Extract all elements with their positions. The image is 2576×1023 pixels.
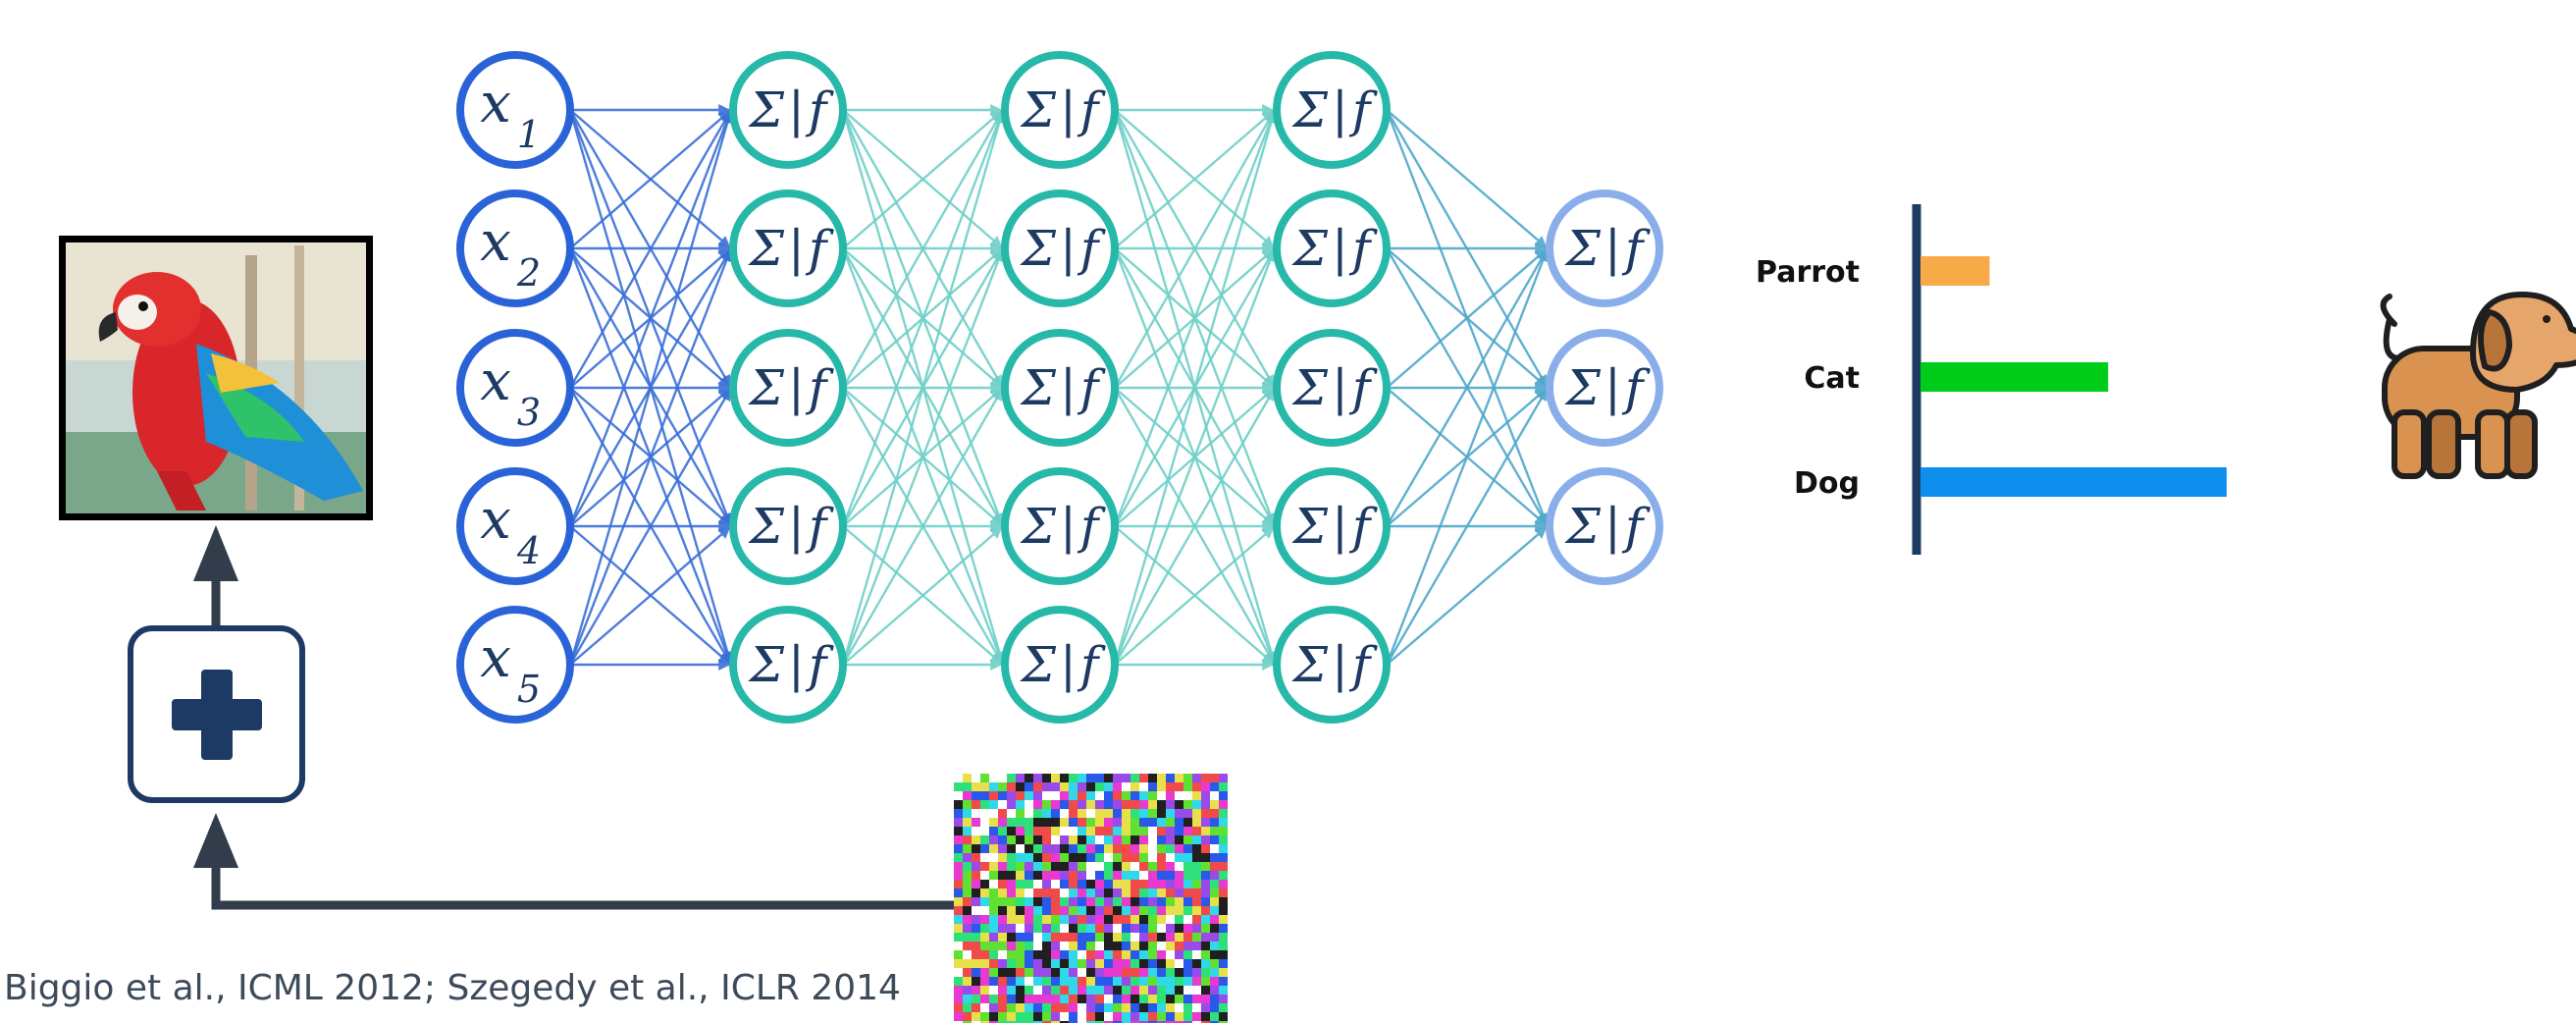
- network-edge: [569, 526, 731, 666]
- neuron-label: Σ|f: [1020, 359, 1106, 416]
- network-edge: [1385, 248, 1549, 527]
- output-node: Σ|f: [1546, 329, 1663, 447]
- neuron-label: Σ|f: [1020, 220, 1106, 277]
- hidden-node: Σ|f: [729, 467, 847, 585]
- network-edge: [841, 110, 1006, 666]
- input-node-variable: x: [480, 488, 511, 552]
- bar-label-dog: Dog: [1794, 466, 1860, 501]
- network-edge: [842, 526, 1003, 666]
- arrow-noise-to-plus: [193, 813, 954, 910]
- neuron-label: Σ|f: [1564, 498, 1651, 555]
- network-edge: [1113, 388, 1276, 666]
- output-node: Σ|f: [1546, 467, 1663, 585]
- plus-icon: [172, 670, 262, 760]
- hidden-node: Σ|f: [729, 189, 847, 307]
- input-node-subscript: 2: [516, 251, 541, 295]
- neuron-label: Σ|f: [1291, 220, 1378, 277]
- bar-parrot: [1920, 256, 1990, 286]
- input-node-subscript: 5: [517, 668, 541, 711]
- network-nodes: x 1x 2x 3x 4x 5Σ|fΣ|fΣ|fΣ|fΣ|fΣ|fΣ|fΣ|fΣ|fΣ|f…: [456, 51, 1663, 724]
- neuron-label: Σ|f: [1020, 636, 1106, 693]
- input-node-subscript: 1: [517, 113, 541, 156]
- input-node-subscript: 3: [517, 391, 541, 434]
- network-edge: [568, 110, 732, 527]
- input-node-variable: x: [480, 626, 511, 690]
- neuron-label: Σ|f: [1020, 498, 1106, 555]
- network-edge: [1113, 110, 1276, 389]
- prediction-chart: Parrot Cat Dog: [1756, 204, 2227, 555]
- output-node: Σ|f: [1546, 189, 1663, 307]
- neuron-label: Σ|f: [1020, 81, 1106, 138]
- adversarial-noise-image: [954, 774, 1228, 1023]
- network-edge: [1385, 388, 1549, 666]
- bar-label-parrot: Parrot: [1756, 255, 1860, 290]
- network-edge: [841, 110, 1005, 527]
- network-edge: [1386, 248, 1548, 389]
- network-edges: [568, 104, 1549, 671]
- network-edge: [1386, 526, 1548, 666]
- bar-label-cat: Cat: [1804, 361, 1860, 396]
- network-edge: [568, 388, 732, 666]
- network-edge: [1113, 110, 1277, 527]
- arrow-to-image: [193, 525, 238, 626]
- hidden-node: Σ|f: [1273, 467, 1391, 585]
- neuron-label: Σ|f: [1291, 636, 1378, 693]
- neuron-label: Σ|f: [748, 498, 834, 555]
- network-edge: [1113, 248, 1277, 666]
- network-edge: [1385, 248, 1549, 666]
- neuron-label: Σ|f: [748, 359, 834, 416]
- dog-icon: [2380, 292, 2576, 479]
- hidden-node: Σ|f: [1001, 51, 1119, 169]
- network-edge: [1113, 110, 1278, 666]
- input-node-subscript: 4: [516, 529, 541, 572]
- hidden-node: Σ|f: [1001, 329, 1119, 447]
- hidden-node: Σ|f: [1273, 606, 1391, 724]
- network-edge: [1114, 526, 1275, 666]
- hidden-node: Σ|f: [729, 51, 847, 169]
- bar-dog: [1920, 467, 2227, 497]
- input-node-variable: x: [480, 210, 511, 274]
- network-edge: [1386, 109, 1548, 248]
- network-edge: [1114, 110, 1275, 249]
- neuron-label: Σ|f: [1291, 359, 1378, 416]
- hidden-node: Σ|f: [1001, 606, 1119, 724]
- input-node-variable: x: [480, 72, 511, 135]
- neuron-label: Σ|f: [1291, 498, 1378, 555]
- bar-cat: [1920, 362, 2109, 392]
- plus-operator: [128, 625, 305, 803]
- neuron-label: Σ|f: [1564, 220, 1651, 277]
- network-edge: [841, 110, 1004, 389]
- neuron-label: Σ|f: [748, 636, 834, 693]
- network-edge: [568, 248, 732, 666]
- network-edge: [842, 110, 1003, 249]
- parrot-image: [59, 236, 373, 520]
- network-edge: [841, 248, 1005, 666]
- neuron-label: Σ|f: [1291, 81, 1378, 138]
- citation: Biggio et al., ICML 2012; Szegedy et al.…: [4, 968, 901, 1008]
- hidden-node: Σ|f: [1273, 329, 1391, 447]
- input-node-variable: x: [480, 350, 511, 413]
- neuron-label: Σ|f: [748, 220, 834, 277]
- network-edge: [841, 388, 1004, 666]
- network-edge: [568, 110, 732, 389]
- hidden-node: Σ|f: [1001, 189, 1119, 307]
- neuron-label: Σ|f: [1564, 359, 1651, 416]
- hidden-node: Σ|f: [1001, 467, 1119, 585]
- network-edge: [569, 110, 731, 249]
- hidden-node: Σ|f: [729, 606, 847, 724]
- hidden-node: Σ|f: [729, 329, 847, 447]
- network-edge: [568, 110, 734, 666]
- neuron-label: Σ|f: [748, 81, 834, 138]
- hidden-node: Σ|f: [1273, 51, 1391, 169]
- hidden-node: Σ|f: [1273, 189, 1391, 307]
